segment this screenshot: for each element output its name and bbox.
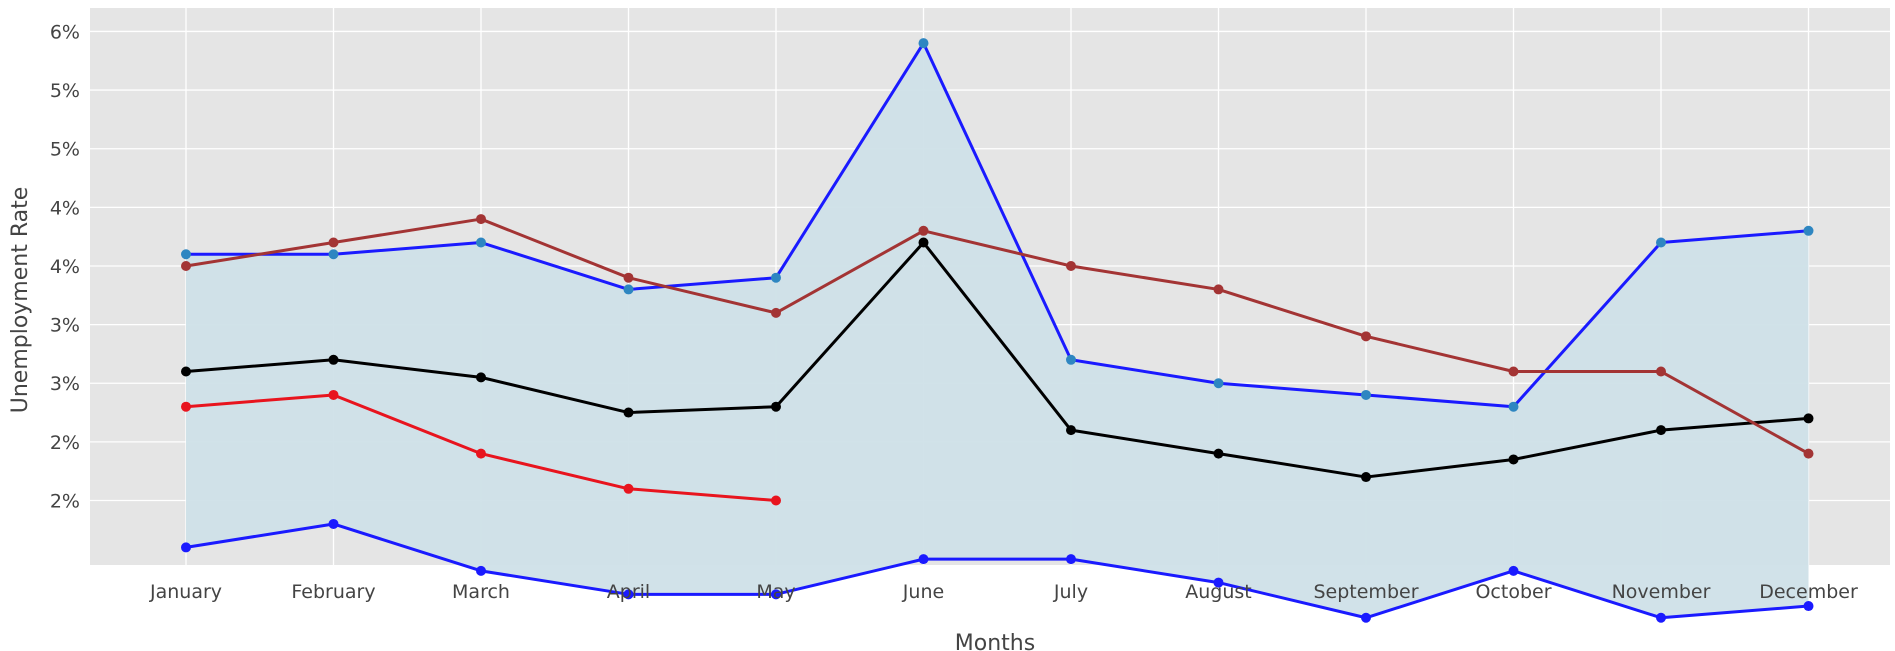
series-1-point — [1803, 413, 1814, 424]
y-tick-label: 5% — [50, 139, 80, 161]
series-2-point — [181, 542, 191, 553]
series-4-point — [623, 272, 634, 283]
x-tick-label: December — [1759, 581, 1858, 603]
series-1-point — [1066, 425, 1076, 436]
series-2-point — [623, 589, 634, 600]
x-tick-label: July — [1053, 581, 1088, 603]
x-tick-label: June — [902, 581, 944, 603]
x-tick-label: August — [1185, 581, 1252, 603]
series-4-point — [476, 214, 486, 225]
y-tick-label: 2% — [50, 432, 80, 454]
series-3-point — [181, 401, 191, 412]
x-tick-label: November — [1612, 581, 1711, 603]
series-0-point — [1066, 354, 1076, 365]
series-3-point — [623, 483, 634, 494]
series-2-point — [1066, 554, 1076, 565]
series-2-line — [185, 522, 1809, 620]
series-2-point — [918, 554, 929, 565]
series-4-point — [328, 237, 339, 248]
y-tick-label: 3% — [50, 373, 80, 395]
series-2-point — [1361, 612, 1371, 623]
series-0-point — [623, 284, 634, 295]
series-4-line — [185, 217, 1810, 455]
series-1-point — [181, 366, 191, 377]
series-0-point — [1361, 389, 1371, 400]
series-0-point — [1656, 237, 1666, 248]
series-0-point — [1213, 378, 1224, 389]
series-4-point — [1508, 366, 1519, 377]
series-lines — [185, 41, 1810, 620]
x-tick-label: February — [291, 581, 375, 603]
series-markers — [181, 38, 1814, 623]
series-1-line — [185, 241, 1809, 479]
x-axis-ticks: January February March April May June July Augu… — [149, 581, 1858, 603]
series-4-point — [181, 260, 191, 271]
x-tick-label: April — [607, 581, 650, 603]
series-1-point — [1656, 425, 1666, 436]
series-1-point — [918, 237, 929, 248]
y-tick-label: 6% — [50, 21, 80, 43]
series-1-point — [1213, 448, 1224, 459]
series-2-point — [1656, 612, 1666, 623]
series-1-point — [771, 401, 781, 412]
x-tick-label: January — [149, 581, 222, 603]
series-4-point — [1803, 448, 1814, 459]
series-4-point — [771, 307, 781, 318]
series-2-point — [1213, 577, 1224, 588]
series-1-point — [623, 407, 634, 418]
series-4-point — [1213, 284, 1224, 295]
y-tick-label: 5% — [50, 80, 80, 102]
x-axis-title: Months — [955, 631, 1035, 651]
series-4-point — [918, 225, 929, 236]
y-tick-label: 4% — [50, 256, 80, 278]
series-0-line — [186, 41, 1809, 409]
series-0-point — [476, 237, 486, 248]
y-axis-title: Unemployment Rate — [8, 187, 33, 414]
x-tick-label: March — [452, 581, 510, 603]
series-2-point — [1508, 565, 1519, 576]
y-tick-label: 2% — [50, 491, 80, 513]
y-tick-label: 4% — [50, 197, 80, 219]
y-axis-ticks: 2% 2% 3% 3% 4% 4% 5% 5% 6% — [50, 21, 80, 512]
series-0-point — [918, 38, 929, 49]
series-0-point — [328, 249, 339, 260]
series-0-point — [181, 249, 191, 260]
series-1-point — [328, 354, 339, 365]
series-3-point — [328, 389, 339, 400]
x-tick-label: September — [1313, 581, 1418, 603]
series-2-point — [771, 589, 781, 600]
series-4-point — [1656, 366, 1666, 377]
series-1-point — [476, 372, 486, 383]
y-tick-label: 3% — [50, 315, 80, 337]
series-0-point — [1508, 401, 1519, 412]
x-tick-label: October — [1475, 581, 1551, 603]
series-2-point — [1803, 601, 1814, 612]
series-1-point — [1508, 454, 1519, 465]
series-1-point — [1361, 472, 1371, 483]
series-4-point — [1361, 331, 1371, 342]
series-2-point — [328, 518, 339, 529]
series-4-point — [1066, 260, 1076, 271]
series-0-point — [771, 272, 781, 283]
series-3-point — [771, 495, 781, 506]
x-tick-label: May — [756, 581, 795, 603]
series-0-point — [1803, 225, 1814, 236]
series-2-point — [476, 565, 486, 576]
series-3-point — [476, 448, 486, 459]
